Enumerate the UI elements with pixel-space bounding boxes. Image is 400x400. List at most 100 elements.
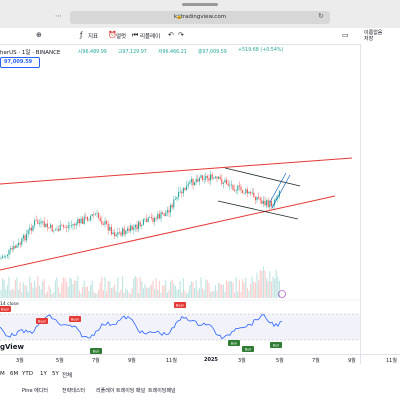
volume-bar xyxy=(210,291,212,298)
price-box[interactable]: 97,009.59 xyxy=(0,57,40,68)
candle-body xyxy=(270,201,272,207)
menu-glyph-icon[interactable]: ⋯ xyxy=(55,12,62,20)
rsi-label[interactable]: 14 close xyxy=(0,302,19,307)
candle-body xyxy=(101,221,103,224)
reload-icon[interactable]: ↻ xyxy=(318,12,324,20)
volume-bar xyxy=(67,286,69,298)
range-button[interactable]: YTD xyxy=(22,371,33,377)
volume-bar xyxy=(59,292,61,298)
volume-bar xyxy=(251,276,253,298)
candle-body xyxy=(8,249,10,255)
volume-bar xyxy=(198,287,200,298)
candle-body xyxy=(62,225,64,227)
upper-trendline[interactable] xyxy=(0,157,353,185)
candle-body xyxy=(107,223,109,231)
rsi-signal-badge xyxy=(36,318,48,324)
volume-bar xyxy=(179,280,181,298)
candle-body xyxy=(197,179,199,182)
volume-bar xyxy=(274,278,276,298)
candle-body xyxy=(275,197,277,200)
range-button[interactable]: M xyxy=(0,371,5,377)
candle-body xyxy=(261,200,263,204)
indicators-icon[interactable]: ƒ xyxy=(80,31,83,39)
range-button[interactable]: 1Y xyxy=(40,371,47,377)
replay-icon[interactable]: ⏮ xyxy=(132,31,139,39)
volume-bar xyxy=(139,276,141,298)
rsi-signal-label: Bull xyxy=(245,347,252,351)
window-grabber[interactable] xyxy=(182,3,218,6)
volume-bar xyxy=(181,292,183,298)
tradingview-logo[interactable]: gView xyxy=(0,343,24,351)
candles xyxy=(0,170,280,260)
candle-body xyxy=(96,213,98,214)
volume-bar xyxy=(16,277,18,298)
channel-bottom[interactable] xyxy=(217,200,299,220)
range-button[interactable]: 6M xyxy=(10,371,19,377)
volume-bar xyxy=(147,288,149,298)
volume-bar xyxy=(226,279,228,298)
price-scale[interactable] xyxy=(360,44,400,364)
candle-body xyxy=(157,213,159,219)
event-marker[interactable] xyxy=(278,290,286,298)
candle-body xyxy=(16,245,18,248)
volume-bar xyxy=(256,272,258,298)
save-button[interactable]: 저장 xyxy=(364,36,374,42)
symbol-label[interactable]: herUS · 1일 · BINANCE xyxy=(0,50,61,56)
undo-icon[interactable]: ↶ xyxy=(168,31,174,39)
candle-body xyxy=(102,223,104,225)
volume-bar xyxy=(22,282,24,298)
candle-body xyxy=(128,228,130,231)
volume-bar xyxy=(162,285,164,298)
small-channel-b[interactable] xyxy=(269,172,287,203)
indicators-button[interactable]: 지표 xyxy=(88,34,99,40)
time-tick-label: 9월 xyxy=(128,358,136,364)
layout-icon[interactable]: ▭ xyxy=(342,31,349,39)
candle-body xyxy=(214,176,216,178)
channel-top[interactable] xyxy=(224,167,301,187)
alert-button[interactable]: 얼럿 xyxy=(116,34,127,40)
candle-body xyxy=(184,187,186,191)
price-chart[interactable]: Bear Bear Bear Bull Bear Bull Bull Bull xyxy=(0,44,360,354)
small-channel-a[interactable] xyxy=(271,174,291,209)
candle-body xyxy=(192,179,194,186)
candle-body xyxy=(2,256,4,259)
candle-body xyxy=(45,223,47,227)
candle-body xyxy=(114,232,116,237)
candle-body xyxy=(38,223,40,225)
volume-bar xyxy=(213,291,215,298)
bottom-tab[interactable]: 트레이딩패널 xyxy=(148,388,176,394)
candle-body xyxy=(59,225,61,231)
volume-bar xyxy=(222,284,224,298)
layout-name[interactable]: 이름없음 xyxy=(364,30,383,36)
rsi-signal-badge xyxy=(270,342,282,348)
range-button[interactable]: 전체 xyxy=(62,373,73,379)
candle-body xyxy=(166,210,168,213)
bottom-tab[interactable]: 리플레이 트레이딩 패널 xyxy=(96,388,146,394)
bottom-tab[interactable]: Pine 에디터 xyxy=(22,388,48,394)
rsi-signal-badge xyxy=(228,340,240,346)
range-button[interactable]: 5Y xyxy=(52,371,59,377)
volume-bar xyxy=(182,278,184,298)
volume-bar xyxy=(13,289,15,298)
replay-button[interactable]: 리플레이 xyxy=(140,34,161,40)
volume-bar xyxy=(27,291,29,298)
alert-icon[interactable]: ⏰ xyxy=(108,31,117,39)
volume-bar xyxy=(229,281,231,298)
lower-trendline[interactable] xyxy=(0,195,336,271)
candle-body xyxy=(34,220,36,226)
candle-body xyxy=(21,238,23,245)
time-axis[interactable] xyxy=(0,354,400,367)
candle-body xyxy=(77,219,79,224)
volume-bar xyxy=(98,289,100,298)
time-tick-label: 3월 xyxy=(16,358,24,364)
url-bar[interactable]: kr.tradingview.com 🔒 xyxy=(70,11,330,24)
browser-chrome: ⋯ kr.tradingview.com 🔒 ↻ xyxy=(0,0,400,28)
volume-bar xyxy=(8,276,10,298)
candle-body xyxy=(162,212,164,215)
volume-bar xyxy=(126,290,128,298)
candle-body xyxy=(248,191,250,194)
redo-icon[interactable]: ↷ xyxy=(178,31,184,39)
plus-icon[interactable]: ⊕ xyxy=(36,31,42,39)
candle-body xyxy=(234,190,236,191)
bottom-tab[interactable]: 전략테스터 xyxy=(62,388,86,394)
